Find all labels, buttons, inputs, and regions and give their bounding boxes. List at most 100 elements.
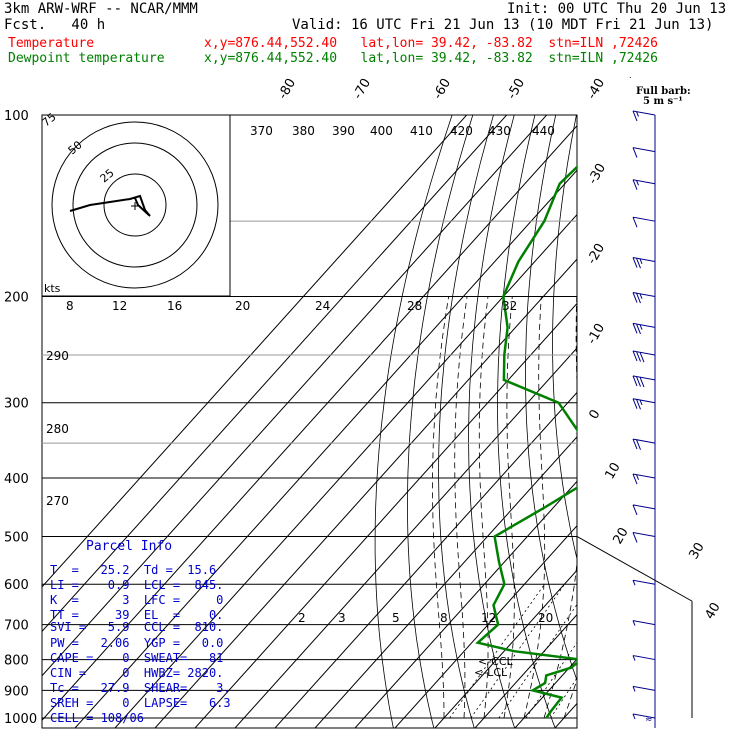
- wind-barb-flag: [632, 110, 638, 122]
- dry-adiabat: [525, 115, 577, 682]
- wind-barb-staff: [632, 579, 656, 585]
- hodograph-units: kts: [44, 282, 61, 295]
- wind-barb: [632, 438, 656, 450]
- theta-label: 280: [46, 422, 69, 436]
- wind-barb-staff: [632, 655, 656, 661]
- temperature-tick-label: -10: [584, 321, 608, 347]
- parcel-row: LI = 0.9 LCL = 845.: [50, 578, 224, 592]
- wind-barb: [632, 531, 656, 543]
- barb-legend-units: 5 m s⁻¹: [643, 96, 683, 107]
- temperature-tick-label: -70: [350, 76, 374, 102]
- barb-legend-label: Full barb:: [636, 86, 691, 97]
- wind-barb-flag: [636, 323, 641, 335]
- wind-barb-staff: [632, 322, 656, 328]
- isotherm-line: [194, 302, 577, 728]
- wind-barb-flag: [639, 293, 643, 299]
- wind-barb: [632, 655, 656, 661]
- mixing-ratio-label: 2: [298, 611, 306, 625]
- wind-barb-staff: [632, 292, 656, 298]
- pressure-tick-label: 600: [4, 578, 29, 593]
- wind-barb-staff: [632, 179, 656, 185]
- wind-barb-flag: [632, 655, 636, 661]
- pressure-lines: 100 200 300 400 500 600 700 800 900 1000: [4, 109, 578, 729]
- wind-barb: [632, 620, 656, 626]
- parcel-row: CELL = 108/06: [50, 711, 144, 725]
- dry-adiabat: [579, 115, 678, 731]
- isotherm-line: [154, 258, 577, 728]
- wind-barb-flag: [636, 439, 641, 450]
- moist-adiabat: [624, 297, 740, 719]
- dry-adiabat: [604, 115, 718, 731]
- wind-barb-staff: [632, 473, 656, 479]
- wind-barb: [632, 375, 656, 388]
- wind-barb-staff: [632, 504, 656, 510]
- wind-barb-flag: [636, 180, 639, 186]
- hodograph-speed-tick: 28: [407, 299, 422, 313]
- temperature-tick-label: 40: [702, 600, 723, 622]
- profiles: [475, 115, 740, 719]
- temp-axis-slant: [576, 536, 693, 602]
- parcel-row: PW = 2.06 YGP = 0.0: [50, 636, 224, 650]
- mixing-ratio-line: [525, 641, 577, 719]
- wind-barb-flag: [632, 292, 638, 303]
- ccl-marker: <-CCL: [478, 655, 514, 668]
- wind-barb: [632, 322, 656, 335]
- moist-adiabat: [584, 297, 677, 719]
- wind-barb-flag: [636, 474, 639, 480]
- dry-adiabat: [407, 115, 474, 728]
- wind-barb: [632, 473, 656, 485]
- wind-barb-flag: [632, 713, 636, 720]
- temperature-tick-label: 10: [602, 460, 623, 482]
- temperature-tick-label: 0: [586, 407, 603, 422]
- wind-barb-flag: [632, 686, 636, 692]
- wind-barb-flag: [632, 257, 638, 268]
- dry-adiabat: [552, 115, 577, 561]
- wind-barb: [632, 257, 656, 269]
- mixing-ratio-line: [550, 677, 577, 719]
- isotherm-line: [42, 115, 508, 633]
- model-title: 3km ARW-WRF -- NCAR/MMM: [4, 1, 198, 17]
- wind-barb-staff: [632, 216, 656, 222]
- isotherm-line: [314, 436, 577, 728]
- parcel-row: SREH = 0 LAPSE= 6.3: [50, 696, 231, 710]
- parcel-row: T = 25.2 Td = 15.6: [50, 563, 217, 577]
- wind-barb-staff: [632, 531, 656, 537]
- isotherm-line: [354, 480, 577, 728]
- dry-adiabat: [468, 115, 516, 728]
- hodograph-ring: [103, 173, 167, 237]
- wind-barb-staff: [632, 620, 656, 626]
- moist-adiabat: [604, 297, 740, 719]
- hodograph-ring: [72, 142, 198, 268]
- theta-label: 290: [46, 349, 69, 363]
- mixing-ratio-label: 5: [392, 611, 400, 625]
- dewpoint-legend-label: Dewpoint temperature: [8, 51, 165, 66]
- theta-label: 390: [332, 124, 355, 138]
- isotherm-line: [42, 115, 548, 677]
- dry-adiabat: [497, 115, 556, 728]
- wind-barb-staff: [632, 350, 656, 356]
- isotherm-line: [673, 87, 740, 730]
- isotherm-line: [434, 569, 577, 728]
- wind-barb-flag: [636, 292, 641, 304]
- hodograph-center-mark: [131, 202, 139, 210]
- wind-barb-flag: [632, 350, 638, 362]
- pressure-tick-label: 100: [4, 109, 29, 124]
- wind-barb-flag: [636, 111, 639, 117]
- isotherm-line: [474, 613, 577, 728]
- isotherm-line: [42, 125, 577, 721]
- hodograph-speed-tick: 16: [167, 299, 182, 313]
- temperature-profile: [582, 115, 740, 718]
- dewpoint-location: x,y=876.44,552.40 lat,lon= 39.42, -83.82…: [204, 51, 658, 66]
- pressure-tick-label: 500: [4, 530, 29, 545]
- wind-barb-staff: [632, 398, 656, 404]
- theta-label: 410: [410, 124, 433, 138]
- wind-barbs: ≈: [632, 110, 656, 728]
- wind-barb-flag: [632, 179, 638, 190]
- hodograph-speed-tick: 24: [315, 299, 330, 313]
- mixing-ratio-label: 8: [440, 611, 448, 625]
- wind-barb-staff: [632, 713, 656, 719]
- moist-adiabat: [563, 678, 577, 719]
- parcel-row: TT = 39 EL = 0.: [50, 608, 224, 622]
- pressure-tick-label: 400: [4, 472, 29, 487]
